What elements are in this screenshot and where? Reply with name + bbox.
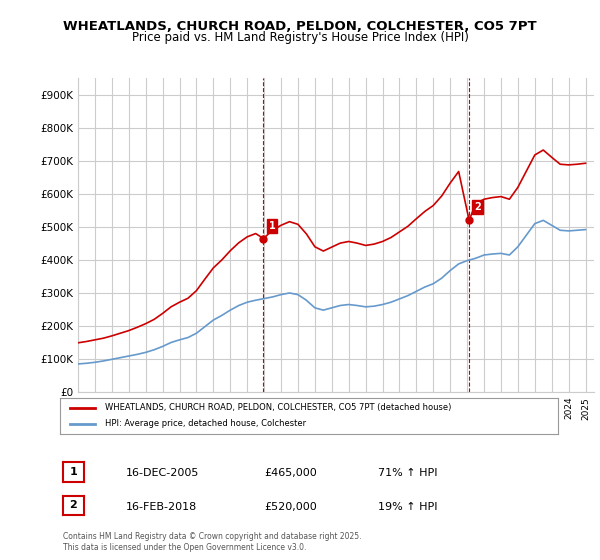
Text: WHEATLANDS, CHURCH ROAD, PELDON, COLCHESTER, CO5 7PT (detached house): WHEATLANDS, CHURCH ROAD, PELDON, COLCHES… <box>105 403 451 412</box>
Text: £520,000: £520,000 <box>264 502 317 512</box>
Text: WHEATLANDS, CHURCH ROAD, PELDON, COLCHESTER, CO5 7PT: WHEATLANDS, CHURCH ROAD, PELDON, COLCHES… <box>63 20 537 32</box>
Text: 2: 2 <box>474 203 481 212</box>
Text: Contains HM Land Registry data © Crown copyright and database right 2025.
This d: Contains HM Land Registry data © Crown c… <box>63 532 361 552</box>
Text: HPI: Average price, detached house, Colchester: HPI: Average price, detached house, Colc… <box>105 419 306 428</box>
Text: 1: 1 <box>70 467 77 477</box>
Text: £465,000: £465,000 <box>264 468 317 478</box>
Text: 71% ↑ HPI: 71% ↑ HPI <box>378 468 437 478</box>
Text: 16-DEC-2005: 16-DEC-2005 <box>126 468 199 478</box>
Text: Price paid vs. HM Land Registry's House Price Index (HPI): Price paid vs. HM Land Registry's House … <box>131 31 469 44</box>
Text: 2: 2 <box>70 501 77 510</box>
Text: 16-FEB-2018: 16-FEB-2018 <box>126 502 197 512</box>
Text: 1: 1 <box>268 221 275 231</box>
Text: 19% ↑ HPI: 19% ↑ HPI <box>378 502 437 512</box>
